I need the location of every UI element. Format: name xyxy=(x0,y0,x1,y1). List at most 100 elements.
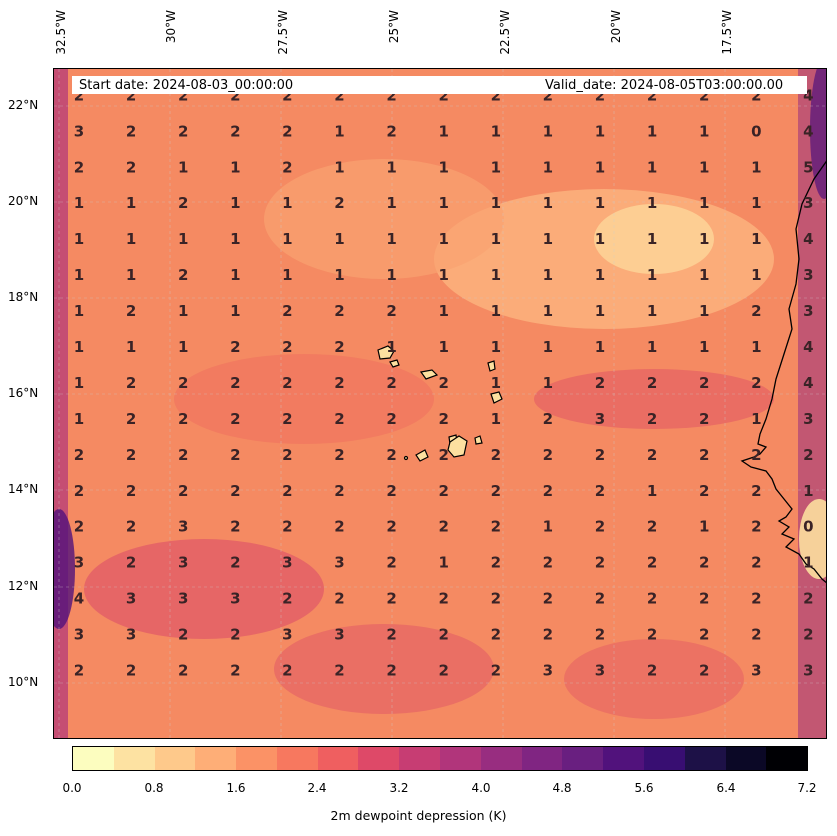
grid-value-label: 3 xyxy=(803,410,813,428)
map-panel: 2 2 2 2 2 2 2 2 2 2 2 2 2 2 4 3 2 2 2 2 1 2 1 1 1 1 1 1 0 4 2 2 1 1 2 1 1 1 1 1… xyxy=(53,68,827,739)
grid-value-label: 1 xyxy=(543,518,553,536)
grid-value-label: 2 xyxy=(595,626,605,644)
grid-value-label: 1 xyxy=(491,338,501,356)
grid-value-label: 2 xyxy=(491,626,501,644)
grid-value-label: 3 xyxy=(74,554,84,572)
grid-value-label: 1 xyxy=(178,158,188,176)
grid-value-label: 1 xyxy=(647,122,657,140)
grid-value-label: 2 xyxy=(438,662,448,680)
grid-value-label: 1 xyxy=(438,158,448,176)
colorbar-segment xyxy=(603,747,644,770)
lon-tick-label: 32.5°W xyxy=(54,10,68,55)
island xyxy=(389,359,400,368)
grid-value-label: 1 xyxy=(647,338,657,356)
grid-value-label: 2 xyxy=(334,302,344,320)
colorbar xyxy=(72,746,808,771)
grid-value-label: 2 xyxy=(438,446,448,464)
grid-value-label: 2 xyxy=(178,626,188,644)
grid-value-label: 2 xyxy=(126,518,136,536)
grid-value-label: 3 xyxy=(126,590,136,608)
grid-value-label: 3 xyxy=(334,554,344,572)
grid-value-label: 1 xyxy=(751,194,761,212)
grid-value-label: 2 xyxy=(282,482,292,500)
field-patch-medium xyxy=(174,354,434,444)
grid-value-label: 2 xyxy=(438,410,448,428)
grid-value-label: 2 xyxy=(230,554,240,572)
grid-value-label: 2 xyxy=(282,446,292,464)
grid-value-label: 1 xyxy=(595,266,605,284)
colorbar-segment xyxy=(480,747,522,770)
grid-value-label: 3 xyxy=(751,662,761,680)
grid-value-label: 2 xyxy=(230,626,240,644)
grid-value-label: 2 xyxy=(699,410,709,428)
grid-value-label: 1 xyxy=(438,338,448,356)
grid-value-label: 1 xyxy=(543,374,553,392)
grid-value-label: 2 xyxy=(126,446,136,464)
grid-value-label: 2 xyxy=(595,482,605,500)
grid-value-label: 2 xyxy=(386,374,396,392)
grid-value-label: 2 xyxy=(282,410,292,428)
lat-tick-label: 10°N xyxy=(8,675,39,689)
grid-value-label: 2 xyxy=(543,626,553,644)
grid-value-label: 1 xyxy=(751,158,761,176)
grid-value-label: 2 xyxy=(126,122,136,140)
grid-value-label: 2 xyxy=(126,482,136,500)
grid-value-label: 2 xyxy=(543,590,553,608)
grid-value-label: 2 xyxy=(803,446,813,464)
grid-value-label: 2 xyxy=(334,86,344,104)
lon-tick-label: 25°W xyxy=(387,10,401,44)
grid-value-label: 2 xyxy=(595,86,605,104)
island xyxy=(487,360,496,372)
grid-value-label: 2 xyxy=(647,446,657,464)
grid-value-label: 2 xyxy=(386,446,396,464)
island xyxy=(403,455,409,461)
grid-value-label: 2 xyxy=(647,554,657,572)
grid-value-label: 3 xyxy=(595,410,605,428)
grid-value-label: 1 xyxy=(803,482,813,500)
grid-value-label: 2 xyxy=(438,626,448,644)
grid-value-label: 2 xyxy=(74,518,84,536)
grid-value-label: 2 xyxy=(126,86,136,104)
grid-value-label: 2 xyxy=(334,374,344,392)
grid-value-label: 1 xyxy=(178,338,188,356)
grid-value-label: 2 xyxy=(386,554,396,572)
colorbar-tick-label: 6.4 xyxy=(716,781,736,795)
grid-value-label: 1 xyxy=(543,266,553,284)
grid-value-label: 1 xyxy=(647,230,657,248)
grid-value-label: 3 xyxy=(282,554,292,572)
field-patch-light xyxy=(264,159,504,279)
grid-value-label: 2 xyxy=(282,590,292,608)
grid-value-label: 0 xyxy=(751,122,761,140)
grid-value-label: 5 xyxy=(803,158,813,176)
grid-value-label: 2 xyxy=(386,410,396,428)
grid-value-label: 1 xyxy=(699,266,709,284)
grid-value-label: 1 xyxy=(491,266,501,284)
grid-value-label: 1 xyxy=(491,374,501,392)
grid-value-label: 1 xyxy=(438,194,448,212)
field-patch-medium xyxy=(534,369,774,429)
grid-value-label: 1 xyxy=(386,338,396,356)
grid-value-label: 2 xyxy=(334,338,344,356)
grid-value-label: 2 xyxy=(751,86,761,104)
grid-value-label: 2 xyxy=(74,86,84,104)
grid-value-label: 1 xyxy=(126,338,136,356)
colorbar-segment xyxy=(562,747,604,770)
grid-value-label: 4 xyxy=(74,590,84,608)
grid-value-label: 2 xyxy=(282,302,292,320)
colorbar-segment xyxy=(399,747,441,770)
grid-value-label: 1 xyxy=(126,194,136,212)
grid-value-label: 2 xyxy=(751,518,761,536)
grid-value-label: 2 xyxy=(282,86,292,104)
grid-value-label: 2 xyxy=(647,410,657,428)
colorbar-tick-label: 3.2 xyxy=(389,781,409,795)
grid-value-label: 1 xyxy=(230,230,240,248)
grid-value-label: 2 xyxy=(595,518,605,536)
grid-value-label: 2 xyxy=(126,302,136,320)
colorbar-segment xyxy=(113,747,155,770)
map-canvas: 2 2 2 2 2 2 2 2 2 2 2 2 2 2 4 3 2 2 2 2 1 2 1 1 1 1 1 1 0 4 2 2 1 1 2 1 1 1 1 1… xyxy=(54,69,826,738)
grid-value-label: 1 xyxy=(386,158,396,176)
grid-value-label: 4 xyxy=(803,374,813,392)
grid-value-label: 1 xyxy=(230,158,240,176)
colorbar-tick-label: 2.4 xyxy=(307,781,327,795)
grid-value-label: 2 xyxy=(178,410,188,428)
